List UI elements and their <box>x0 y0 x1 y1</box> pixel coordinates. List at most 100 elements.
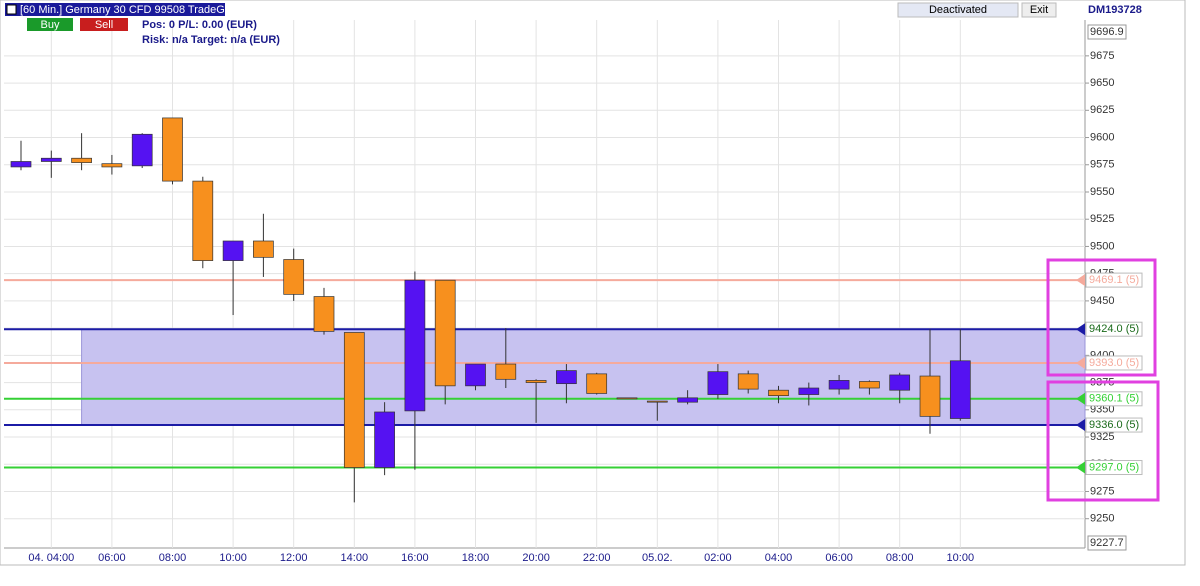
chart-title: [60 Min.] Germany 30 CFD 99508 TradeGuar… <box>20 4 247 16</box>
status-button[interactable] <box>897 2 1019 18</box>
candle-body <box>798 387 820 395</box>
y-tick-label: 9525 <box>1090 213 1114 225</box>
candle-body <box>71 157 92 163</box>
x-tick-label: 12:00 <box>280 552 308 564</box>
y-tick-label: 9550 <box>1090 186 1114 198</box>
y-tick-label: 9500 <box>1090 240 1114 252</box>
level-arrow <box>1076 461 1085 474</box>
level-label: 9424.0 (5) <box>1089 323 1139 335</box>
y-tick-label: 9275 <box>1090 485 1114 497</box>
candle-body <box>556 370 577 385</box>
level-label: 9360.1 (5) <box>1089 393 1139 405</box>
candle-body <box>707 371 729 395</box>
exit-button[interactable] <box>1021 2 1057 18</box>
axis-limit-box <box>1087 24 1127 40</box>
level-tag <box>1085 355 1143 371</box>
status-label[interactable]: Deactivated <box>929 4 987 16</box>
candle-body <box>919 375 941 417</box>
candle-body <box>677 397 698 403</box>
y-tick-label: 9575 <box>1090 159 1114 171</box>
x-tick-label: 20:00 <box>522 552 550 564</box>
candle-body <box>10 161 32 168</box>
highlight-box <box>1046 380 1160 502</box>
x-tick-label: 18:00 <box>462 552 490 564</box>
level-arrow <box>1076 356 1085 369</box>
level-arrow <box>1076 419 1085 432</box>
level-tag <box>1085 460 1143 476</box>
candle-body <box>889 374 911 391</box>
candle-body <box>343 332 365 468</box>
range-zone <box>81 328 1086 426</box>
candle-body <box>495 363 517 380</box>
level-label: 9336.0 (5) <box>1089 419 1139 431</box>
level-arrow <box>1076 323 1085 336</box>
x-tick-label: 04:00 <box>765 552 793 564</box>
candle-body <box>616 397 638 400</box>
level-label: 9297.0 (5) <box>1089 461 1139 473</box>
level-label: 9393.0 (5) <box>1089 357 1139 369</box>
candle-body <box>434 279 456 387</box>
candle-body <box>374 411 395 468</box>
level-tag <box>1085 391 1143 407</box>
x-tick-label: 16:00 <box>401 552 429 564</box>
candle-body <box>313 296 335 332</box>
x-tick-label: 08:00 <box>159 552 187 564</box>
candle-body <box>101 163 123 168</box>
sell-button[interactable] <box>80 18 128 31</box>
candle-body <box>828 380 850 390</box>
candle-body <box>283 259 305 295</box>
y-tick-label: 9325 <box>1090 431 1114 443</box>
account-id: DM193728 <box>1088 4 1142 16</box>
plot-area: 9250927593009325935093759400942594509475… <box>4 20 1143 564</box>
candle-body <box>404 279 426 412</box>
risk-text: Risk: n/a Target: n/a (EUR) <box>142 34 280 46</box>
buy-label[interactable]: Buy <box>41 19 60 31</box>
y-tick-label: 9675 <box>1090 50 1114 62</box>
title-bar <box>5 3 225 16</box>
candle-body <box>465 363 486 387</box>
axis-limit-label: 9696.9 <box>1090 26 1124 38</box>
buy-button[interactable] <box>27 18 73 31</box>
level-tag <box>1085 272 1143 288</box>
x-tick-label: 06:00 <box>98 552 126 564</box>
candle-body <box>131 133 153 167</box>
axis-limit-box <box>1087 535 1127 551</box>
y-tick-label: 9450 <box>1090 295 1114 307</box>
position-text: Pos: 0 P/L: 0.00 (EUR) <box>142 19 257 31</box>
sell-label[interactable]: Sell <box>95 19 113 31</box>
expand-icon[interactable] <box>6 4 17 15</box>
y-tick-label: 9250 <box>1090 513 1114 525</box>
y-tick-label: 9350 <box>1090 404 1114 416</box>
candle-body <box>768 389 789 396</box>
level-label: 9469.1 (5) <box>1089 274 1139 286</box>
level-tag <box>1085 417 1143 433</box>
x-tick-label: 08:00 <box>886 552 914 564</box>
frame <box>0 0 1186 566</box>
candle-body <box>222 240 244 261</box>
candle-body <box>737 373 759 390</box>
y-tick-label: 9600 <box>1090 131 1114 143</box>
candle-body <box>192 180 214 261</box>
candle-body <box>859 381 880 389</box>
level-arrow <box>1076 274 1085 287</box>
candle-body <box>253 240 274 258</box>
highlight-box <box>1046 258 1157 377</box>
x-tick-label: 14:00 <box>341 552 369 564</box>
x-tick-label: 10:00 <box>219 552 247 564</box>
y-tick-label: 9650 <box>1090 77 1114 89</box>
y-tick-label: 9625 <box>1090 104 1114 116</box>
axis-limit-label: 9227.7 <box>1090 537 1124 549</box>
candle-body <box>586 373 608 394</box>
candle-body <box>525 380 547 383</box>
candle-body <box>646 400 668 403</box>
x-tick-label: 04. 04:00 <box>28 552 74 564</box>
x-tick-label: 02:00 <box>704 552 732 564</box>
x-tick-label: 10:00 <box>947 552 975 564</box>
level-tag <box>1085 321 1143 337</box>
candle-body <box>949 360 971 419</box>
exit-label[interactable]: Exit <box>1030 4 1048 16</box>
candle-body <box>40 157 62 162</box>
candle-body <box>162 117 183 182</box>
